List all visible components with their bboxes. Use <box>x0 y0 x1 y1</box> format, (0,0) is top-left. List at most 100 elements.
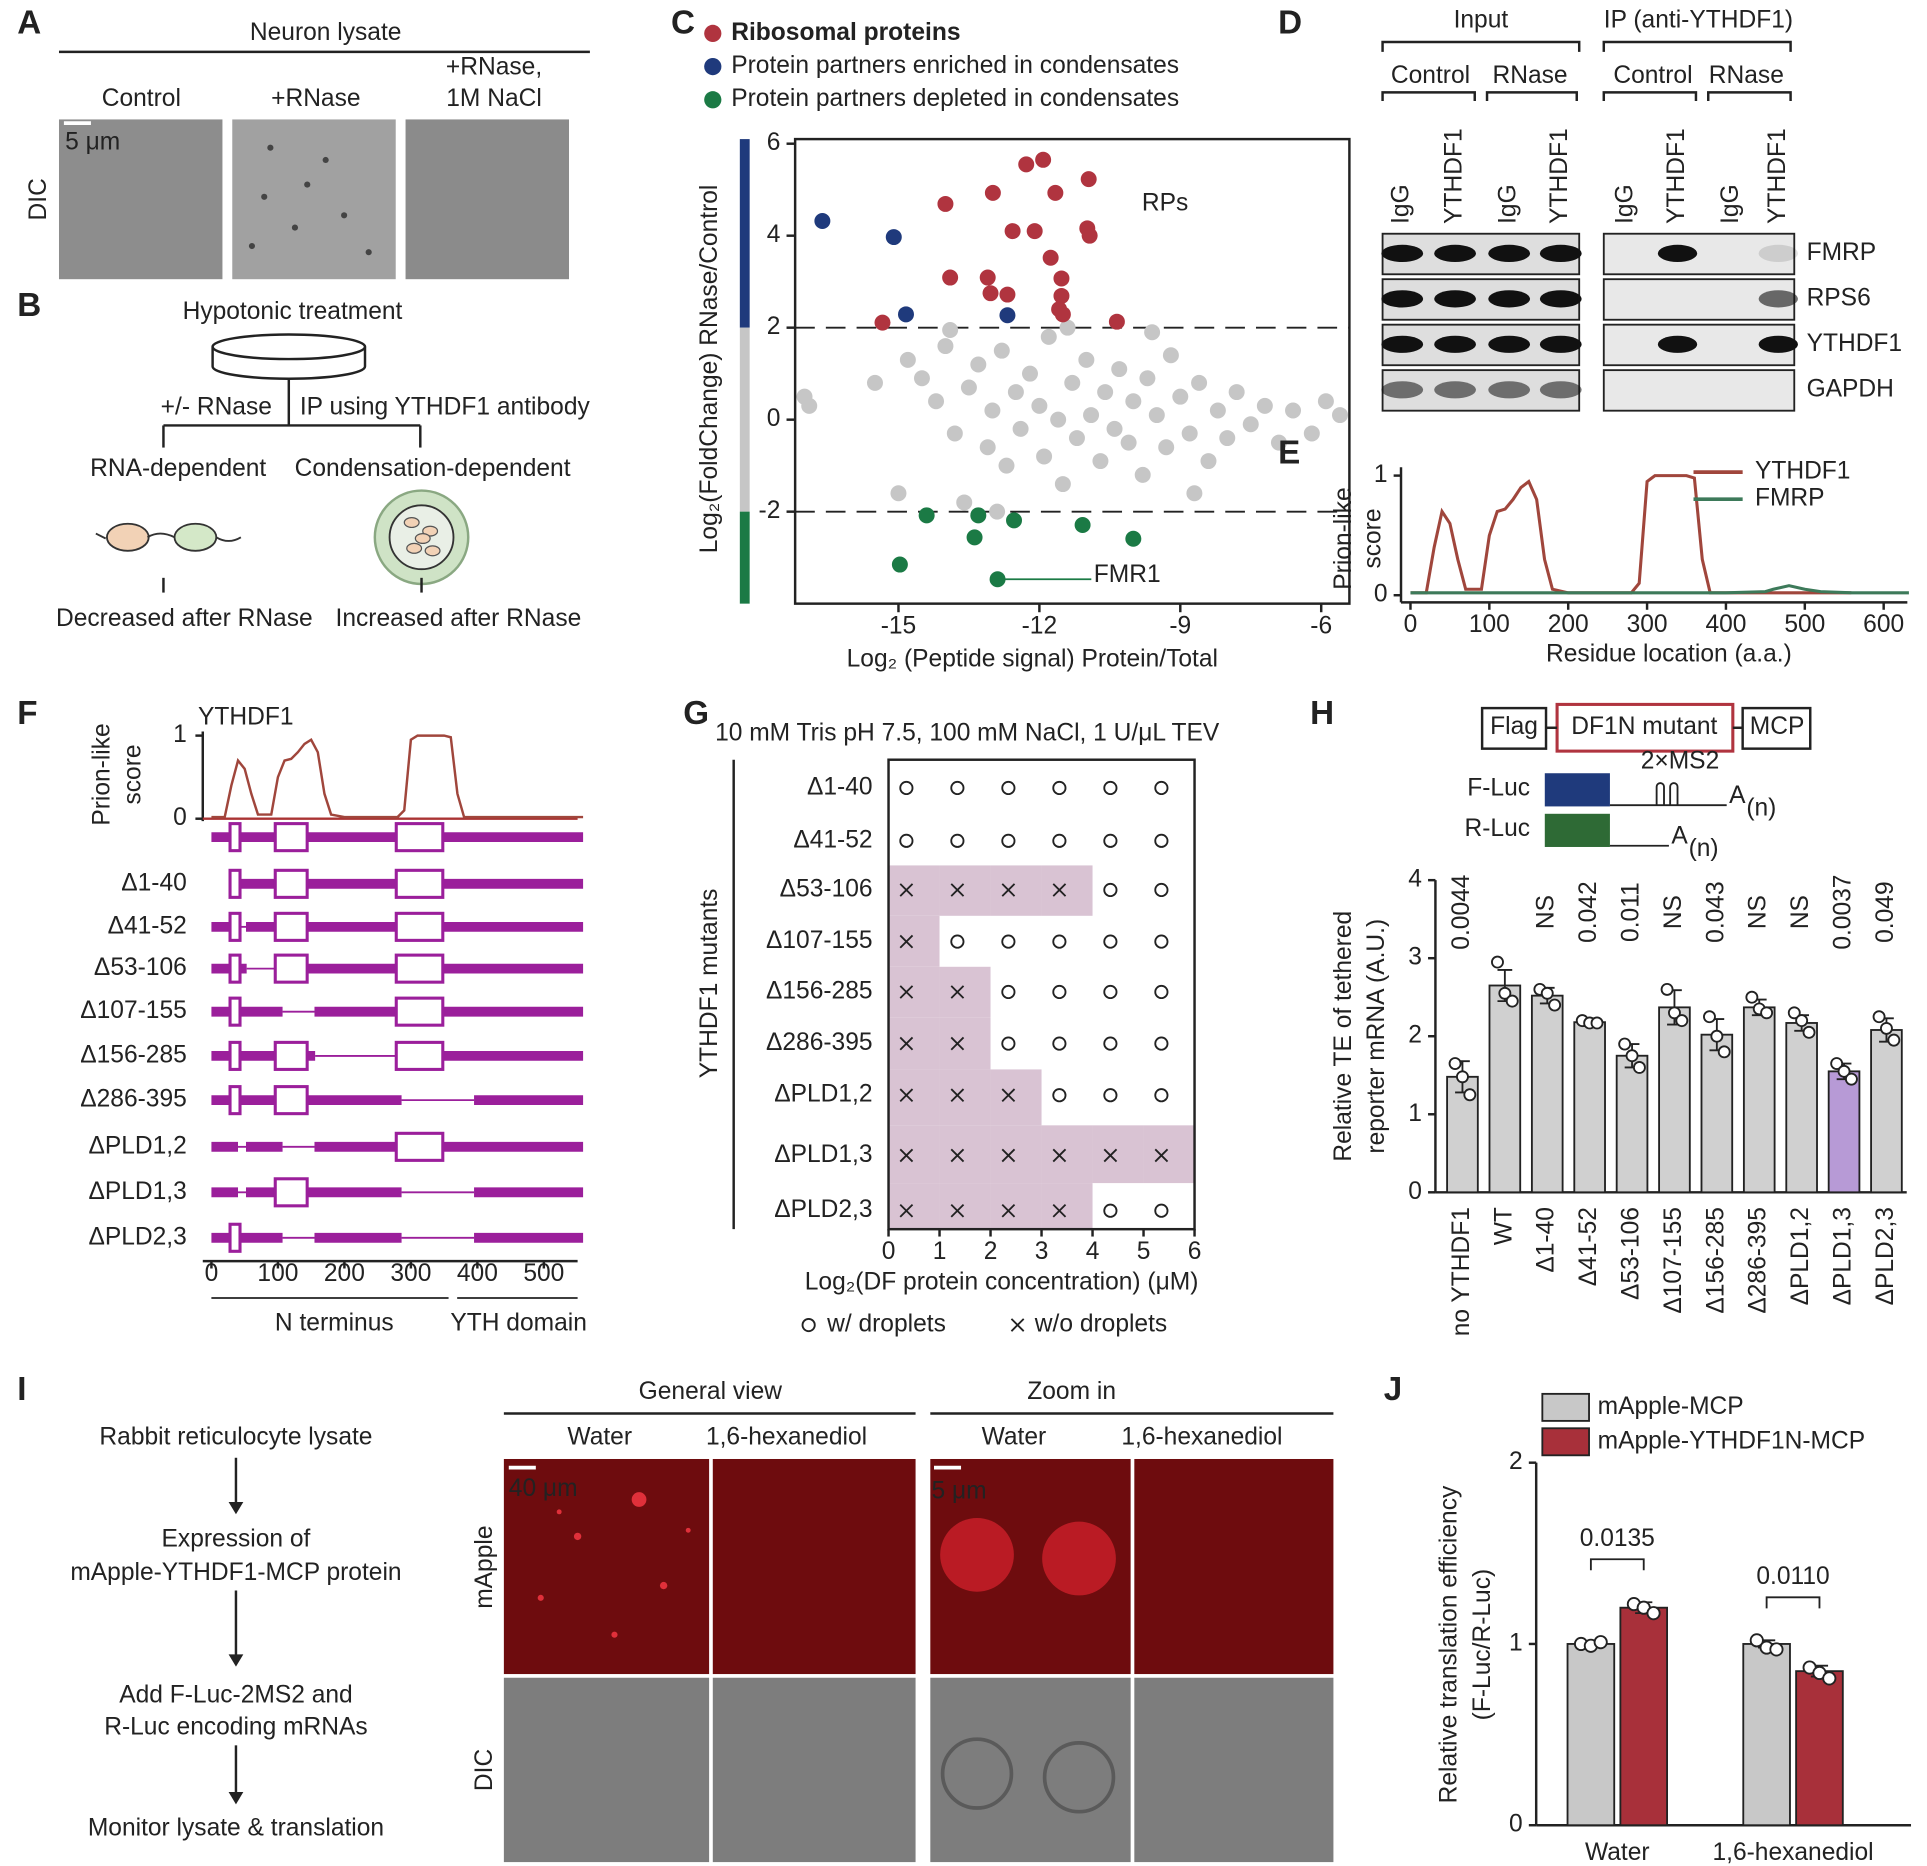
branch-label: +/- RNase <box>161 394 272 421</box>
point <box>1012 420 1029 437</box>
droplet-symbol <box>1103 780 1118 796</box>
blot <box>1602 232 1796 276</box>
band <box>1434 381 1476 399</box>
bar <box>1795 1670 1844 1827</box>
annotation: RPs <box>1142 190 1188 217</box>
x-tick-label: Δ286-395 <box>1745 1207 1772 1314</box>
condition-label: +RNase <box>271 85 360 112</box>
no-droplet-shade <box>1092 1125 1144 1184</box>
lane-label: IgG <box>1495 184 1522 224</box>
no-droplet-symbol <box>1001 1148 1016 1163</box>
y-axis-label: Relative translation efficiency <box>1436 1485 1463 1803</box>
point <box>801 397 818 414</box>
no-droplet-symbol <box>899 1203 914 1218</box>
droplet-symbol <box>950 833 965 848</box>
x-axis-label: Log₂ (Peptide signal) Protein/Total <box>847 646 1218 673</box>
p-value-label: 0.049 <box>1872 881 1899 942</box>
step-label: mApple-YTHDF1-MCP protein <box>70 1559 401 1586</box>
droplet-symbol <box>1154 984 1169 1000</box>
no-droplet-symbol <box>1052 1203 1067 1218</box>
dic-image <box>503 1677 710 1863</box>
condition-label: RNase <box>1709 62 1784 89</box>
region-label: N terminus <box>275 1309 394 1336</box>
x-tick-label: 400 <box>457 1260 498 1287</box>
protein <box>105 522 150 552</box>
point <box>1018 156 1035 173</box>
point <box>1144 324 1161 341</box>
x-tick-label: 300 <box>1627 611 1668 638</box>
point <box>1083 407 1100 424</box>
point <box>1111 361 1128 378</box>
replicate-point <box>1879 1021 1893 1035</box>
no-droplet-symbol <box>950 1148 965 1163</box>
construct-label: Δ53-106 <box>94 954 187 981</box>
point <box>1125 393 1142 410</box>
no-droplet-shade <box>939 966 991 1018</box>
fluorescence-image <box>1134 1458 1334 1675</box>
replicate-point <box>1749 1633 1764 1648</box>
condition-label: +RNase, <box>446 53 542 80</box>
point <box>1172 388 1189 405</box>
no-droplet-symbol <box>950 985 965 999</box>
arrow-head <box>228 1792 244 1805</box>
row-label: ΔPLD1,2 <box>774 1081 872 1108</box>
row-label: ΔPLD2,3 <box>774 1196 872 1223</box>
point <box>1162 347 1179 364</box>
replicate-point <box>1667 1006 1681 1020</box>
pld-box <box>228 1040 242 1071</box>
x-tick-label: Δ1-40 <box>1533 1207 1560 1273</box>
micrograph <box>232 119 396 280</box>
pld-box <box>273 1085 309 1116</box>
y-axis-label: Prion-like <box>89 723 116 825</box>
panel-label: A <box>17 5 41 42</box>
no-droplet-symbol <box>1001 1088 1016 1103</box>
legend-label: w/ droplets <box>826 1311 946 1338</box>
micrograph <box>405 119 570 280</box>
dish <box>211 346 367 380</box>
channel-label: DIC <box>471 1749 498 1791</box>
point <box>928 393 945 410</box>
debris <box>341 212 348 219</box>
y-axis-label: Relative TE of tethered <box>1330 911 1357 1162</box>
p-value-label: 0.0044 <box>1448 875 1475 950</box>
replicate-point <box>1795 1014 1809 1028</box>
band <box>1539 244 1582 262</box>
x-tick-label: ΔPLD1,3 <box>1830 1207 1857 1305</box>
x-tick-label: ΔPLD2,3 <box>1872 1207 1899 1305</box>
replicate-point <box>1802 1025 1816 1039</box>
y-tick-label: 1 <box>1408 1100 1422 1127</box>
bar <box>1530 994 1564 1194</box>
droplet-symbol <box>950 934 965 949</box>
no-droplet-shade <box>888 1069 940 1126</box>
no-droplet-symbol <box>1052 883 1067 897</box>
no-droplet-symbol <box>899 883 914 897</box>
bar <box>1615 1054 1649 1194</box>
x-tick-label: 1 <box>933 1238 947 1265</box>
point <box>913 370 930 387</box>
point <box>1270 434 1287 451</box>
dic-image <box>712 1677 916 1863</box>
point <box>1120 434 1137 451</box>
step-label: Monitor lysate & translation <box>88 1814 384 1841</box>
lane-label: YTHDF1 <box>1546 128 1573 224</box>
pld-box <box>228 1222 242 1253</box>
x-axis-label: Residue location (a.a.) <box>1546 641 1792 668</box>
construct-label: MCP <box>1750 713 1805 740</box>
panel-label: E <box>1278 435 1300 472</box>
construct-label: Δ107-155 <box>80 997 187 1024</box>
bar <box>1700 1033 1734 1194</box>
p-value-label: 0.043 <box>1702 881 1729 942</box>
debris <box>291 224 299 231</box>
band <box>1488 381 1531 399</box>
point <box>979 269 996 286</box>
droplet <box>940 1517 1014 1592</box>
bar <box>1870 1029 1903 1194</box>
point <box>937 338 954 355</box>
droplet-symbol <box>1103 833 1118 848</box>
droplet-symbol <box>1103 984 1118 1000</box>
replicate-point <box>1548 998 1562 1012</box>
band <box>1758 335 1798 353</box>
point <box>1200 453 1217 470</box>
protein <box>173 522 218 552</box>
replicate-point <box>1844 1072 1858 1086</box>
